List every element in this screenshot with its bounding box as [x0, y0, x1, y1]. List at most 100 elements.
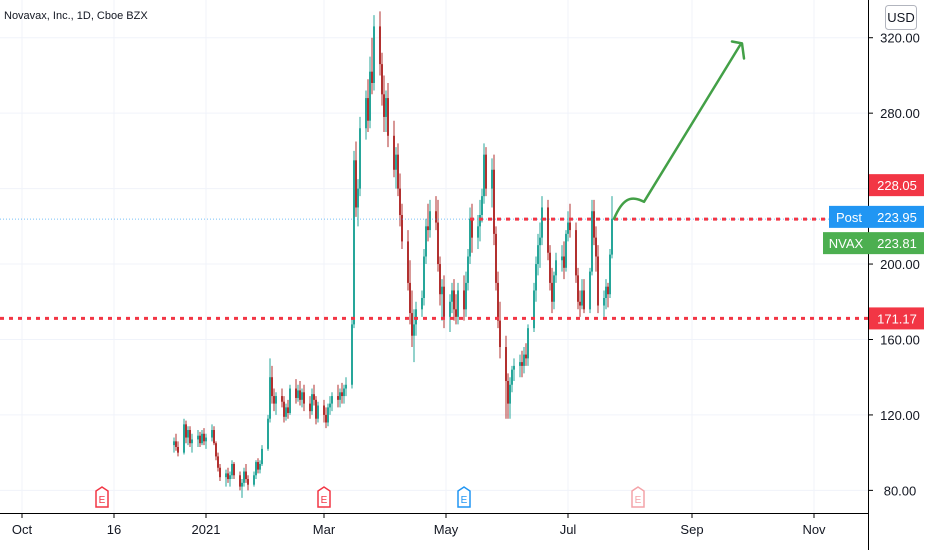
x-tick-label: Sep: [680, 522, 703, 537]
candle-body: [303, 392, 305, 404]
earnings-marker-label: E: [321, 495, 328, 506]
candle-body: [479, 215, 481, 227]
candle-body: [219, 467, 221, 478]
x-tick-label: Jul: [560, 522, 577, 537]
candle: [427, 203, 429, 242]
candle: [359, 116, 361, 197]
y-tick-label: 160.00: [880, 332, 920, 347]
x-tick-label: Oct: [12, 522, 33, 537]
support-price-badge[interactable]: 171.17: [869, 307, 924, 330]
earnings-marker[interactable]: E: [95, 486, 109, 508]
candle: [469, 207, 471, 265]
candle-body: [607, 286, 609, 295]
candle: [197, 430, 199, 447]
y-tick-label: 200.00: [880, 257, 920, 272]
candle-body: [537, 245, 539, 265]
candle-body: [589, 271, 591, 310]
candle: [239, 471, 241, 491]
candle: [603, 290, 605, 317]
candle: [609, 248, 611, 298]
high-price-badge[interactable]: 228.05: [869, 174, 924, 197]
candle-body: [187, 430, 189, 438]
candlestick-series: [173, 11, 613, 498]
earnings-marker[interactable]: E: [631, 486, 645, 508]
candle-body: [385, 98, 387, 117]
candle: [273, 388, 275, 412]
candle-body: [189, 430, 191, 444]
earnings-marker[interactable]: E: [457, 486, 471, 508]
candle: [551, 267, 553, 314]
candle: [409, 260, 411, 325]
candle: [177, 441, 179, 457]
post-price-badge[interactable]: 223.95 Post: [829, 205, 924, 228]
candle: [449, 294, 451, 332]
candle-body: [183, 424, 185, 453]
candle-body: [603, 297, 605, 306]
candle: [227, 467, 229, 483]
candle-body: [425, 226, 427, 257]
projection-path[interactable]: [612, 44, 742, 221]
candle-body: [605, 286, 607, 298]
candle-body: [467, 256, 469, 283]
candle-body: [387, 98, 389, 136]
candle-body: [511, 369, 513, 385]
candle-body: [355, 160, 357, 208]
last-price-badge[interactable]: 223.81 NVAX: [823, 232, 924, 255]
candle: [255, 460, 257, 480]
candle: [569, 203, 571, 238]
candle: [229, 471, 231, 487]
currency-label: USD: [887, 10, 914, 25]
candle-body: [315, 399, 317, 419]
candle-body: [345, 384, 347, 389]
candle-body: [455, 309, 457, 317]
candle-body: [201, 433, 203, 444]
candle: [607, 282, 609, 308]
candle: [317, 401, 319, 423]
candle: [451, 282, 453, 314]
candle: [441, 279, 443, 321]
candle-body: [497, 282, 499, 321]
candle-body: [267, 418, 269, 449]
candle: [303, 384, 305, 412]
candle-body: [469, 218, 471, 257]
candle: [205, 433, 207, 449]
candle-body: [259, 463, 261, 470]
candle-body: [309, 403, 311, 412]
candle-body: [595, 237, 597, 257]
earnings-marker-shape: [95, 486, 109, 508]
candle-body: [569, 222, 571, 231]
candle-body: [217, 456, 219, 468]
candle: [423, 248, 425, 306]
candle-body: [269, 377, 271, 419]
candle-body: [561, 256, 563, 261]
candle-body: [435, 211, 437, 223]
candle: [189, 426, 191, 447]
candle-body: [339, 392, 341, 400]
candle-body: [421, 297, 423, 310]
last-badge-tag: [823, 232, 869, 255]
candle-body: [337, 396, 339, 400]
candle: [537, 233, 539, 276]
candle-body: [477, 226, 479, 238]
candle-body: [297, 390, 299, 398]
projection-arrowhead: [730, 40, 746, 60]
candle-body: [327, 407, 329, 423]
earnings-marker[interactable]: E: [317, 486, 331, 508]
candle-body: [323, 405, 325, 415]
y-tick-label: 80.00: [884, 483, 917, 498]
candle: [593, 199, 595, 246]
candle-body: [509, 384, 511, 404]
candle-body: [369, 71, 371, 121]
candle-body: [465, 282, 467, 310]
candle-body: [591, 211, 593, 272]
currency-button[interactable]: USD: [885, 5, 917, 30]
candle-body: [437, 222, 439, 265]
support-badge-bg: [869, 307, 924, 330]
candle-body: [521, 362, 523, 366]
time-axis[interactable]: Oct 16 2021 Mar May Jul Sep Nov: [12, 513, 826, 537]
price-axis[interactable]: 80.00 120.00 160.00 200.00 280.00 320.00: [868, 31, 920, 499]
candle: [315, 396, 317, 425]
candle-body: [541, 207, 543, 238]
